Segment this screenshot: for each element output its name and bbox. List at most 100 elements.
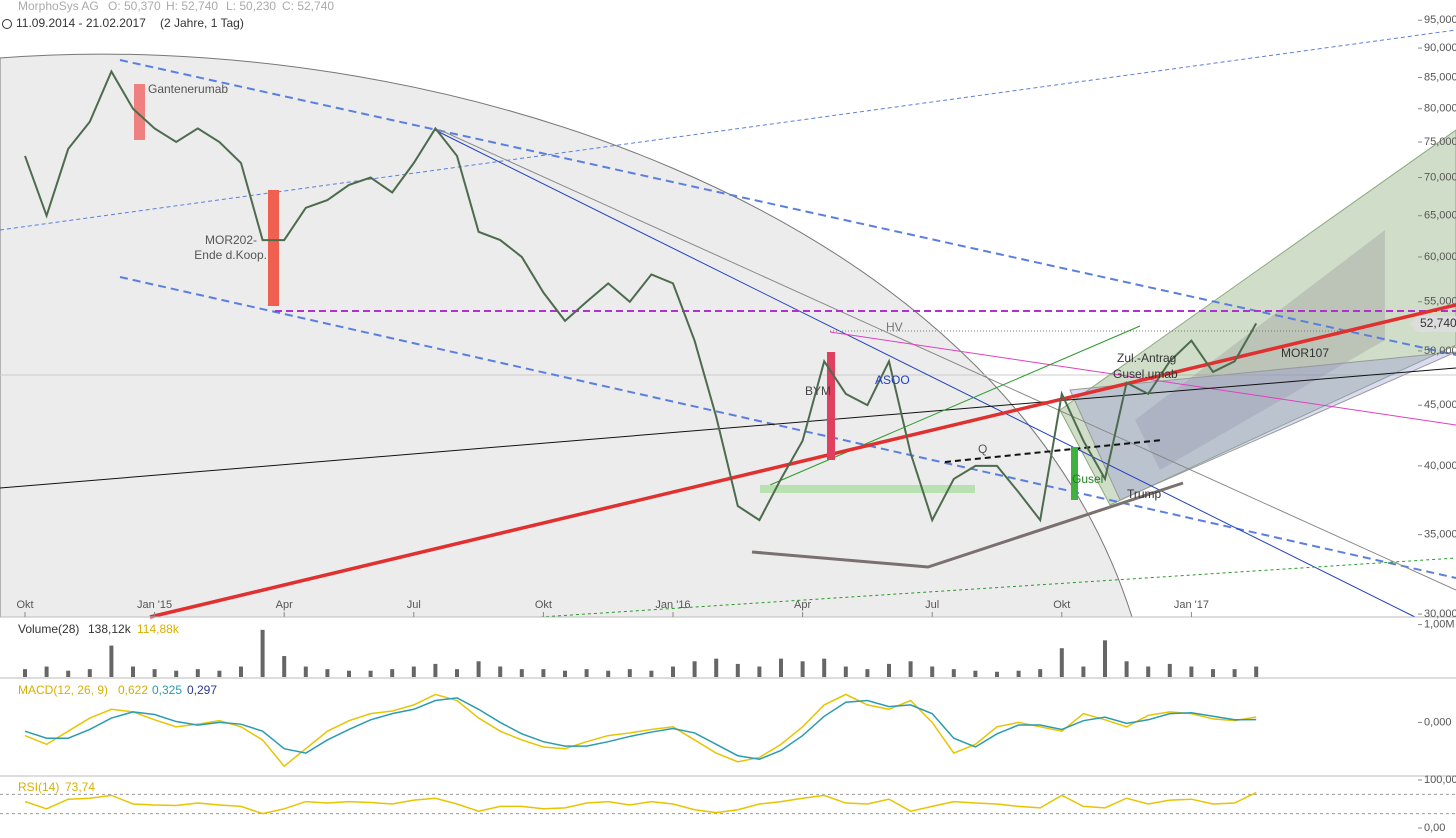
volume-bar bbox=[1232, 669, 1237, 677]
trendline bbox=[439, 129, 1456, 591]
volume-bar bbox=[1081, 666, 1086, 677]
volume-bar bbox=[476, 661, 481, 677]
y-tick-label: 70,000 bbox=[1424, 171, 1456, 183]
indicator-title: MACD(12, 26, 9) bbox=[18, 683, 108, 697]
volume-bar bbox=[325, 669, 330, 677]
y-tick-label: 95,000 bbox=[1424, 14, 1456, 26]
x-tick-label: Okt bbox=[16, 599, 33, 611]
volume-bar bbox=[735, 663, 740, 677]
volume-bar bbox=[995, 671, 999, 677]
x-tick-label: Jan '16 bbox=[655, 599, 690, 611]
price-tag bbox=[1410, 316, 1456, 332]
annotation: MOR107 bbox=[1281, 346, 1329, 360]
volume-bar bbox=[109, 645, 114, 677]
trendline bbox=[751, 481, 1184, 569]
volume-bar bbox=[498, 666, 503, 677]
x-tick-label: Okt bbox=[1053, 599, 1070, 611]
x-tick-label: Jul bbox=[925, 599, 939, 611]
volume-bar bbox=[692, 661, 697, 677]
annotation: Gantenerumab bbox=[148, 82, 228, 96]
trendline bbox=[149, 303, 1456, 619]
y-tick-label: 90,000 bbox=[1424, 42, 1456, 54]
y-tick-label: 85,000 bbox=[1424, 71, 1456, 83]
channel bbox=[1059, 129, 1456, 506]
volume-bar bbox=[800, 661, 805, 677]
volume-bar bbox=[843, 666, 848, 677]
trendline bbox=[944, 439, 1163, 463]
volume-bar bbox=[627, 669, 632, 677]
volume-bar bbox=[1211, 669, 1215, 677]
volume-bar bbox=[1016, 670, 1021, 677]
annotation: MOR202- bbox=[205, 233, 257, 247]
volume-bar bbox=[973, 670, 978, 677]
volume-bar bbox=[152, 669, 157, 677]
y-tick-label: 60,000 bbox=[1424, 251, 1456, 263]
volume-bar bbox=[239, 666, 243, 677]
y-tick-label: 30,000 bbox=[1424, 608, 1456, 620]
series-line bbox=[24, 697, 1257, 761]
volume-bar bbox=[779, 658, 783, 677]
readout: 0,325 bbox=[152, 683, 182, 697]
volume-bar bbox=[390, 669, 395, 677]
event-bar bbox=[268, 190, 279, 306]
readout: 0,297 bbox=[187, 683, 217, 697]
volume-bar bbox=[1189, 666, 1194, 677]
volume-bar bbox=[347, 670, 351, 677]
annotation: Zul.-Antrag bbox=[1117, 351, 1176, 365]
y-tick-label: 65,000 bbox=[1424, 210, 1456, 222]
volume-bar bbox=[519, 669, 524, 677]
y-tick-label: 80,000 bbox=[1424, 103, 1456, 115]
volume-bar bbox=[44, 666, 49, 677]
ohlc: O: 50,370 bbox=[108, 0, 161, 13]
x-tick-label: Jan '15 bbox=[137, 599, 172, 611]
volume-bar bbox=[1103, 640, 1107, 677]
volume-bar bbox=[455, 669, 459, 677]
annotation: Gusel.umab bbox=[1113, 367, 1178, 381]
x-tick-label: Jan '17 bbox=[1174, 599, 1209, 611]
trendline bbox=[539, 557, 1456, 618]
y-tick-label: 0,000 bbox=[1424, 716, 1452, 728]
last-price: 52,740 bbox=[1420, 316, 1456, 330]
date-span: (2 Jahre, 1 Tag) bbox=[160, 16, 244, 30]
y-tick-label: 40,000 bbox=[1424, 460, 1456, 472]
y-tick-label: 1,00M bbox=[1424, 619, 1455, 631]
volume-bar bbox=[563, 670, 567, 677]
trendline bbox=[434, 129, 1416, 618]
series-line bbox=[24, 693, 1257, 768]
volume-bar bbox=[887, 663, 891, 677]
volume-bar bbox=[606, 670, 611, 677]
volume-bar bbox=[649, 670, 654, 677]
volume-bar bbox=[23, 669, 27, 677]
series-line bbox=[24, 791, 1257, 815]
trendline bbox=[0, 367, 1456, 489]
annotation: Q bbox=[978, 442, 987, 456]
volume-bar bbox=[1167, 663, 1172, 677]
volume-bar bbox=[174, 670, 179, 677]
y-tick-label: 50,000 bbox=[1424, 345, 1456, 357]
volume-bar bbox=[260, 629, 265, 677]
ohlc: C: 52,740 bbox=[282, 0, 334, 13]
volume-bar bbox=[714, 658, 719, 677]
volume-bar bbox=[195, 669, 200, 677]
trendline bbox=[119, 276, 1456, 579]
readout: 138,12k bbox=[88, 622, 132, 636]
volume-bar bbox=[930, 666, 935, 677]
volume-bar bbox=[131, 666, 135, 677]
volume-bar bbox=[584, 669, 589, 677]
ohlc: H: 52,740 bbox=[166, 0, 218, 13]
volume-bar bbox=[1038, 669, 1043, 677]
volume-bar bbox=[87, 669, 92, 677]
box-region bbox=[1135, 230, 1385, 470]
indicator-title: Volume(28) bbox=[18, 622, 79, 636]
volume-bar bbox=[865, 669, 870, 677]
y-tick-label: 55,000 bbox=[1424, 296, 1456, 308]
volume-bar bbox=[303, 666, 308, 677]
readout: 0,622 bbox=[118, 683, 148, 697]
volume-bar bbox=[282, 656, 287, 677]
trendline bbox=[119, 59, 1456, 356]
volume-bar bbox=[1059, 648, 1064, 677]
readout: 114,88k bbox=[137, 622, 180, 636]
instrument-title: MorphoSys AG bbox=[18, 0, 99, 13]
readout: 73,74 bbox=[65, 780, 95, 794]
